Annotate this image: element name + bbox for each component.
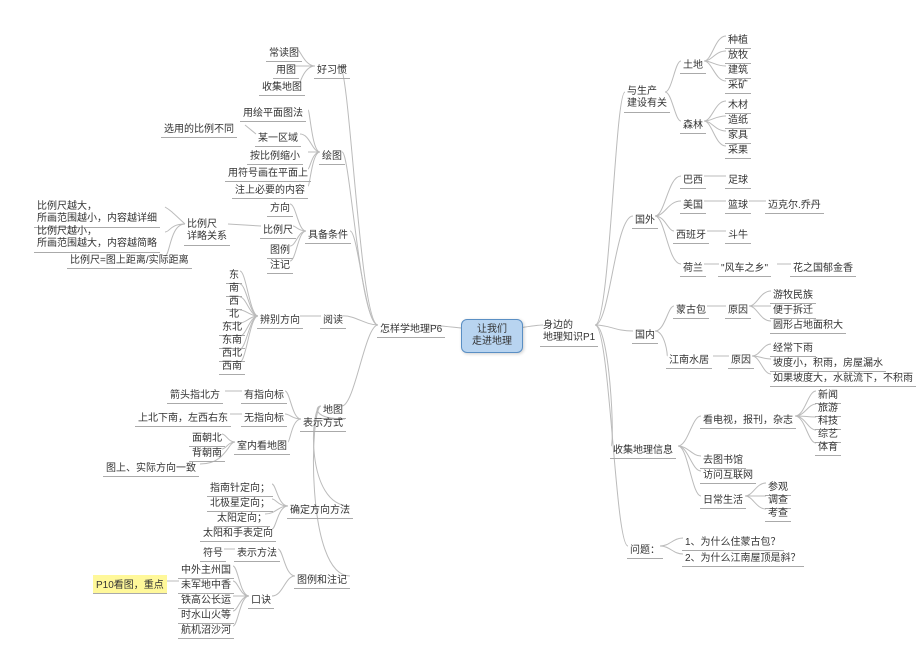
- leaf: 荷兰: [680, 258, 706, 277]
- right-root: 身边的地理知识P1: [540, 319, 598, 347]
- leaf: 太阳和手表定向: [200, 523, 276, 542]
- center-node: 让我们走进地理: [461, 319, 523, 353]
- leaf: 森林: [680, 115, 706, 134]
- leaf: 看电视，报刊，杂志: [700, 410, 796, 429]
- leaf: 花之国郁金香: [790, 258, 856, 277]
- branch-express: 表示方式: [300, 413, 346, 432]
- leaf: 访问互联网: [700, 465, 756, 484]
- leaf: 采矿: [725, 75, 751, 94]
- leaf: 有指向标: [241, 385, 287, 404]
- branch-method: 确定方向方法: [287, 500, 353, 519]
- branch-domestic: 国内: [632, 325, 658, 344]
- leaf: 口诀: [248, 590, 274, 609]
- leaf: "风车之乡": [718, 258, 771, 277]
- leaf: 收集地图: [259, 77, 305, 96]
- scale: 比例尺详略关系: [184, 218, 230, 246]
- branch-read: 阅读: [320, 310, 346, 329]
- leaf: 表示方法: [234, 543, 280, 562]
- branch-draw: 绘图: [319, 146, 345, 165]
- leaf: 2、为什么江南屋顶是斜？: [682, 548, 804, 567]
- branch-q: 问题：: [627, 540, 663, 559]
- leaf: 比例尺: [260, 220, 296, 239]
- leaf: 日常生活: [700, 490, 746, 509]
- highlight-note: P10看图，重点: [93, 575, 167, 594]
- leaf: 无指向标: [241, 408, 287, 427]
- leaf: 用绘平面图法: [240, 103, 306, 122]
- branch-habit: 好习惯: [314, 60, 350, 79]
- leaf: 蒙古包: [673, 300, 709, 319]
- leaf: 西南: [219, 356, 245, 375]
- leaf: 巴西: [680, 170, 706, 189]
- leaf: 采果: [725, 140, 751, 159]
- branch-legend: 图例和注记: [294, 570, 350, 589]
- leaf: 方向: [267, 198, 293, 217]
- leaf: 室内看地图: [234, 436, 290, 455]
- leaf: 江南水居: [666, 350, 712, 369]
- leaf: 原因: [728, 350, 754, 369]
- leaf: 箭头指北方: [167, 385, 223, 404]
- branch-collect: 收集地理信息: [610, 440, 676, 459]
- leaf: 图上、实际方向一致: [103, 458, 199, 477]
- leaf: 迈克尔.乔丹: [765, 195, 824, 214]
- leaf: 辨别方向: [257, 310, 303, 329]
- leaf: 考查: [765, 503, 791, 522]
- leaf: 上北下南，左西右东: [135, 408, 231, 427]
- leaf: 篮球: [725, 195, 751, 214]
- leaf: 注上必要的内容: [232, 180, 308, 199]
- leaf: 注记: [267, 255, 293, 274]
- leaf: 西班牙: [673, 225, 709, 244]
- leaf: 选用的比例不同: [161, 119, 237, 138]
- scale-note: 比例尺越小，所画范围越大，内容越简略: [34, 225, 160, 253]
- scale-note: 比例尺=图上距离/实际距离: [67, 250, 192, 269]
- branch-cond: 具备条件: [305, 225, 351, 244]
- leaf: 土地: [680, 55, 706, 74]
- leaf: 斗牛: [725, 225, 751, 244]
- leaf: 原因: [725, 300, 751, 319]
- leaf: 圆形占地面积大: [770, 315, 846, 334]
- leaf: 航机沼沙河: [178, 620, 234, 639]
- leaf: 体育: [815, 437, 841, 456]
- leaf: 如果坡度大，水就流下，不积雨: [770, 368, 916, 387]
- leaf: 足球: [725, 170, 751, 189]
- left-root: 怎样学地理P6: [377, 319, 445, 338]
- branch-abroad: 国外: [632, 210, 658, 229]
- scale-note: 比例尺越大，所画范围越小，内容越详细: [34, 200, 160, 228]
- branch-prod: 与生产建设有关: [624, 85, 670, 113]
- leaf: 美国: [680, 195, 706, 214]
- leaf: 某一区域: [255, 128, 301, 147]
